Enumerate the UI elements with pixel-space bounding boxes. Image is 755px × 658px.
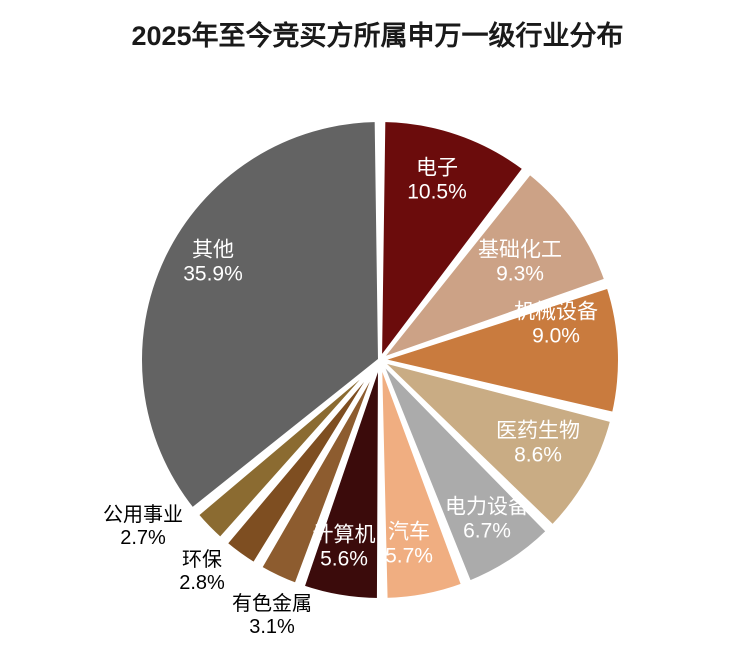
chart-title: 2025年至今竞买方所属申万一级行业分布 <box>131 21 624 51</box>
pie-slice <box>223 358 382 567</box>
pie-slice <box>257 358 382 587</box>
pie-slice <box>378 170 609 362</box>
pie-slices-group <box>138 118 622 602</box>
pie-slice <box>378 358 615 529</box>
pie-slice <box>378 358 550 585</box>
pie-slice <box>194 358 382 542</box>
pie-slice <box>300 358 382 602</box>
pie-slice <box>378 358 466 602</box>
pie-slice <box>378 284 622 416</box>
pie-slice <box>378 118 527 362</box>
pie-slice <box>138 118 382 512</box>
